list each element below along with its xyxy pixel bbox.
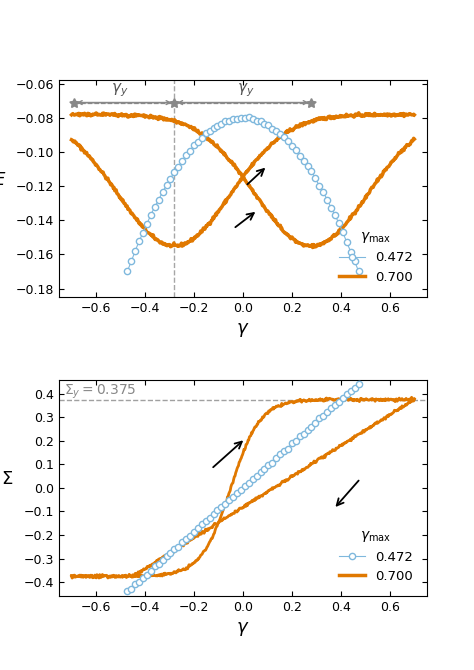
Legend: 0.472, 0.700: 0.472, 0.700 [332,222,420,291]
Y-axis label: $E$: $E$ [0,171,6,189]
Text: $\Sigma_y = 0.375$: $\Sigma_y = 0.375$ [64,383,137,401]
X-axis label: $\gamma$: $\gamma$ [236,320,250,338]
Legend: 0.472, 0.700: 0.472, 0.700 [332,521,420,590]
Text: $\gamma_y$: $\gamma_y$ [237,82,254,99]
Text: $\gamma_y$: $\gamma_y$ [110,82,128,99]
Y-axis label: $\Sigma$: $\Sigma$ [1,470,13,488]
X-axis label: $\gamma$: $\gamma$ [236,620,250,638]
